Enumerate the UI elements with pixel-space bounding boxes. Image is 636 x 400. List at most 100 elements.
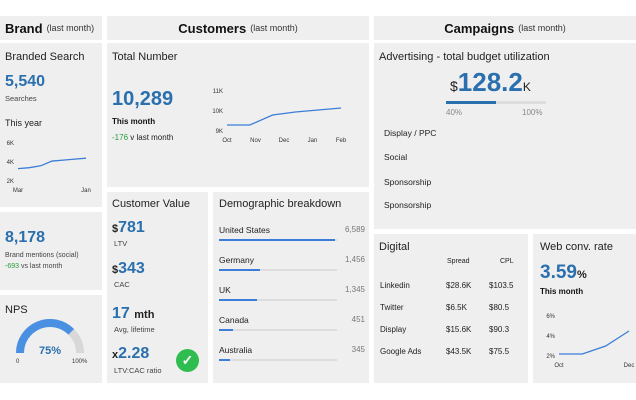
demographic-value: 6,589: [344, 225, 365, 234]
total-value: 10,289: [112, 88, 174, 110]
mentions-delta-line: -693 vs last month: [5, 263, 62, 270]
lifetime-line: 17 mth: [112, 305, 154, 323]
digital-row-spread: $6.5K: [446, 303, 467, 312]
total-chart-x-tick: Jan: [308, 138, 318, 144]
digital-col-spread: Spread: [447, 258, 470, 265]
demographic-bar-track: [219, 269, 337, 271]
mentions-delta: -693: [5, 263, 20, 270]
demographic-bar-track: [219, 239, 337, 241]
digital-row-cpl: $80.5: [489, 303, 510, 312]
ltv-prefix: $: [112, 223, 119, 235]
advertising-progress-track: [446, 101, 546, 104]
web-conv-title: Web conv. rate: [540, 241, 613, 253]
brand-header-title: Brand: [5, 20, 43, 36]
mentions-delta-suffix: vs last month: [20, 263, 63, 270]
demographic-value: 1,456: [344, 255, 365, 264]
total-chart-x-tick: Oct: [222, 138, 232, 144]
digital-row-spread: $43.5K: [446, 347, 472, 356]
lifetime-unit: mth: [134, 309, 155, 321]
mentions-label: Brand mentions (social): [5, 252, 79, 259]
demographic-row: Australia 345: [219, 345, 365, 367]
digital-row-name: Twitter: [380, 303, 404, 312]
ratio-value: 2.28: [118, 345, 150, 362]
ltv-label: LTV: [114, 239, 128, 248]
cac-line: $343: [112, 260, 145, 278]
ratio-label: LTV:CAC ratio: [114, 366, 162, 375]
web-conv-value: 3.59: [540, 262, 577, 283]
web-conv-caption: This month: [540, 287, 584, 296]
web-chart-x-tick: Oct: [554, 363, 564, 369]
ltv-value: 781: [118, 219, 145, 236]
advertising-progress-fill: [446, 101, 496, 104]
total-number-panel: Total Number 10,289 This month -176 v la…: [107, 43, 369, 187]
demographic-bar-track: [219, 329, 337, 331]
brand-chart-y-tick: 6K: [7, 141, 14, 147]
demographic-row: United States 6,589: [219, 225, 365, 247]
mentions-value: 8,178: [5, 229, 46, 246]
total-chart-x-tick: Feb: [336, 138, 347, 144]
advertising-panel: Advertising - total budget utilization $…: [374, 43, 636, 229]
demographic-bar-track: [219, 359, 337, 361]
campaigns-header-title: Campaigns: [444, 20, 515, 36]
nps-value: 75%: [39, 345, 62, 357]
brand-chart-x-tick: Jan: [81, 188, 91, 194]
demographic-value: 451: [351, 315, 365, 324]
check-circle-icon: ✓: [176, 349, 199, 372]
web-conv-chart: 6% 4% 2% Oct Dec: [546, 314, 635, 369]
total-number-chart: 11K 10K 9K Oct Nov Dec Jan Feb: [212, 89, 347, 144]
lifetime-value: 17: [112, 305, 130, 322]
demographic-country: Germany: [219, 255, 254, 265]
digital-row-name: Linkedin: [380, 281, 410, 290]
channel-item: Sponsorship: [384, 200, 432, 210]
total-chart-y-tick: 10K: [212, 109, 223, 115]
cac-value: 343: [118, 260, 145, 277]
digital-row-name: Google Ads: [380, 347, 422, 356]
digital-row-name: Display: [380, 325, 407, 334]
brand-chart-y-tick: 2K: [7, 179, 14, 185]
customers-header-title: Customers: [178, 20, 247, 36]
branded-search-panel: Branded Search 5,540 Searches This year …: [0, 43, 102, 207]
demographic-bar-fill: [219, 359, 230, 361]
nps-max: 100%: [72, 359, 88, 365]
digital-col-cpl: CPL: [500, 258, 514, 265]
nps-gauge: [16, 319, 84, 354]
lifetime-label: Avg, lifetime: [114, 325, 155, 334]
channel-item: Social: [384, 152, 408, 162]
nps-gauge-fill: [16, 319, 75, 354]
digital-row-cpl: $90.3: [489, 325, 510, 334]
nps-min: 0: [16, 359, 20, 365]
advertising-value-line: $128.2K: [450, 67, 531, 98]
demographic-country: United States: [219, 225, 271, 235]
searches-label: Searches: [5, 94, 37, 103]
total-chart-series-line: [227, 107, 342, 126]
demographic-bar-fill: [219, 269, 261, 271]
total-delta-suffix: v last month: [130, 133, 174, 142]
brand-chart-series-line: [17, 157, 87, 170]
total-caption: This month: [112, 117, 156, 126]
ratio-prefix: x: [112, 349, 119, 361]
web-chart-series-line: [559, 330, 630, 355]
advertising-prefix: $: [450, 78, 458, 94]
demographic-row: Germany 1,456: [219, 255, 365, 277]
brand-header: Brand (last month): [0, 16, 102, 40]
web-conv-line: 3.59%: [540, 262, 587, 284]
customers-header: Customers (last month): [107, 16, 369, 40]
channel-item: Display / PPC: [384, 128, 437, 138]
advertising-value: 128.2: [457, 67, 523, 97]
branded-search-title: Branded Search: [5, 51, 85, 63]
web-chart-x-tick: Dec: [624, 363, 635, 369]
digital-row-cpl: $75.5: [489, 347, 510, 356]
demographic-value: 345: [351, 345, 365, 354]
brand-search-chart: 6K 4K 2K Mar Jan: [7, 141, 91, 194]
web-conv-panel: Web conv. rate 3.59% This month 6% 4% 2% Oc…: [533, 234, 636, 383]
campaigns-header: Campaigns (last month): [374, 16, 636, 40]
nps-panel: NPS 75% 0 100%: [0, 295, 102, 383]
web-chart-y-tick: 4%: [546, 334, 555, 340]
searches-value: 5,540: [5, 73, 46, 90]
advertising-suffix: K: [522, 80, 531, 94]
brand-chart-x-tick: Mar: [13, 188, 23, 194]
total-delta: -176: [112, 133, 129, 142]
this-year-label: This year: [5, 118, 43, 128]
total-chart-x-tick: Nov: [250, 138, 261, 144]
customer-value-title: Customer Value: [112, 198, 191, 210]
